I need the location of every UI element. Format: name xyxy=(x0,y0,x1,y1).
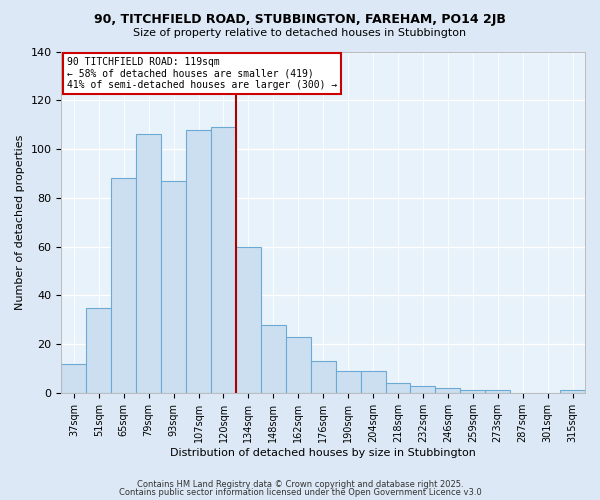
Text: Contains public sector information licensed under the Open Government Licence v3: Contains public sector information licen… xyxy=(119,488,481,497)
Bar xyxy=(485,390,510,393)
Bar xyxy=(261,324,286,393)
Bar xyxy=(236,246,261,393)
Text: 90, TITCHFIELD ROAD, STUBBINGTON, FAREHAM, PO14 2JB: 90, TITCHFIELD ROAD, STUBBINGTON, FAREHA… xyxy=(94,12,506,26)
Bar xyxy=(311,361,335,393)
Y-axis label: Number of detached properties: Number of detached properties xyxy=(15,134,25,310)
X-axis label: Distribution of detached houses by size in Stubbington: Distribution of detached houses by size … xyxy=(170,448,476,458)
Bar xyxy=(86,308,111,393)
Bar xyxy=(211,127,236,393)
Bar xyxy=(436,388,460,393)
Text: 90 TITCHFIELD ROAD: 119sqm
← 58% of detached houses are smaller (419)
41% of sem: 90 TITCHFIELD ROAD: 119sqm ← 58% of deta… xyxy=(67,56,337,90)
Bar xyxy=(361,371,386,393)
Bar xyxy=(286,337,311,393)
Bar xyxy=(560,390,585,393)
Bar xyxy=(460,390,485,393)
Text: Contains HM Land Registry data © Crown copyright and database right 2025.: Contains HM Land Registry data © Crown c… xyxy=(137,480,463,489)
Bar xyxy=(335,371,361,393)
Bar xyxy=(386,383,410,393)
Bar xyxy=(111,178,136,393)
Bar xyxy=(410,386,436,393)
Bar xyxy=(136,134,161,393)
Text: Size of property relative to detached houses in Stubbington: Size of property relative to detached ho… xyxy=(133,28,467,38)
Bar xyxy=(61,364,86,393)
Bar xyxy=(186,130,211,393)
Bar xyxy=(161,180,186,393)
